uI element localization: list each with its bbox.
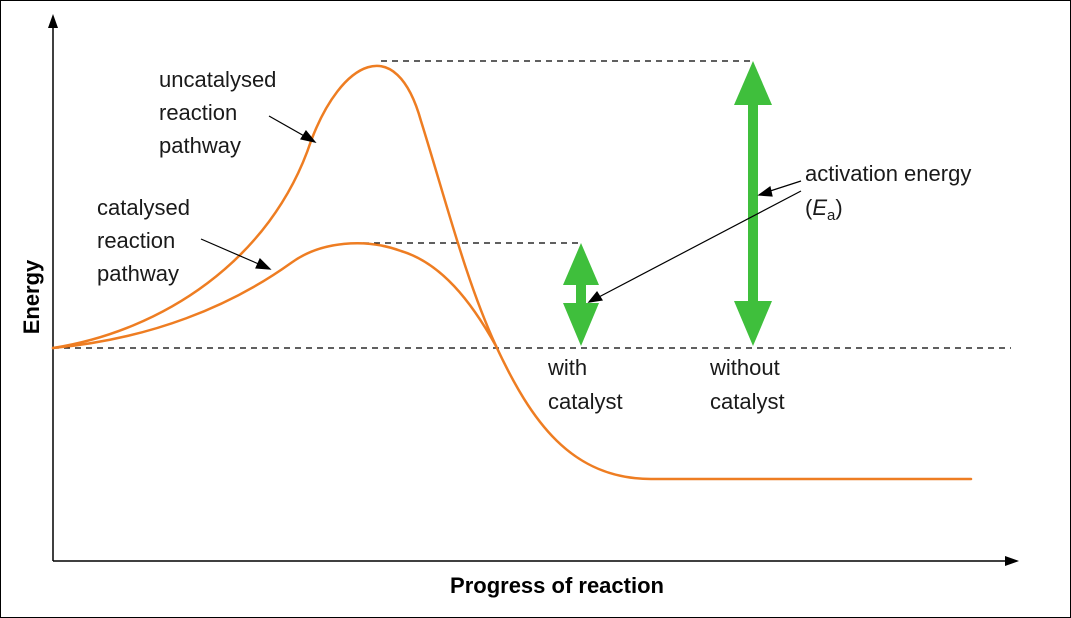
without-catalyst-label: without catalyst: [709, 355, 786, 414]
y-axis-title: Energy: [19, 259, 44, 334]
x-axis-title: Progress of reaction: [450, 573, 664, 598]
ea-symbol: E: [812, 195, 827, 220]
catalysed-pointer: [200, 238, 262, 266]
curves: [51, 64, 973, 481]
catalysed-label: catalysed reaction pathway: [97, 195, 196, 286]
with-catalyst-label-line: catalyst: [548, 389, 623, 414]
ea-pointer-without-head: [757, 185, 773, 197]
with-catalyst-label-line: with: [547, 355, 587, 380]
x-axis-arrowhead: [1005, 556, 1019, 566]
ea-close-paren: ): [835, 195, 842, 220]
uncatalysed-label: uncatalysed reaction pathway: [159, 67, 283, 158]
catalysed-label-line: catalysed: [97, 195, 190, 220]
without-catalyst-label-line: catalyst: [710, 389, 785, 414]
ea-pointer-with-head: [587, 290, 603, 303]
activation-energy-symbol: (Ea): [805, 195, 843, 224]
catalysed-pointer-head: [255, 257, 272, 270]
without-catalyst-arrow: [734, 61, 772, 346]
uncatalysed-pointer-head: [300, 129, 317, 143]
catalysed-label-line: reaction: [97, 228, 175, 253]
uncatalysed-curve: [51, 64, 973, 481]
catalysed-label-line: pathway: [97, 261, 179, 286]
catalysed-curve: [51, 242, 498, 350]
activation-energy-label: activation energy: [805, 161, 971, 186]
uncatalysed-label-line: uncatalysed: [159, 67, 276, 92]
activation-arrows: [563, 61, 772, 346]
with-catalyst-label: with catalyst: [547, 355, 623, 414]
reference-lines: [53, 60, 1011, 349]
ea-pointer-without: [766, 180, 802, 193]
pointer-lines: [200, 115, 802, 303]
uncatalysed-label-line: pathway: [159, 133, 241, 158]
with-catalyst-arrow: [563, 243, 599, 346]
axes: [48, 14, 1019, 566]
without-catalyst-label-line: without: [709, 355, 780, 380]
ea-subscript: a: [827, 207, 836, 224]
y-axis-arrowhead: [48, 14, 58, 28]
ea-open-paren: (: [805, 195, 813, 220]
uncatalysed-label-line: reaction: [159, 100, 237, 125]
uncatalysed-pointer: [268, 115, 307, 138]
ea-pointer-with: [596, 190, 802, 299]
